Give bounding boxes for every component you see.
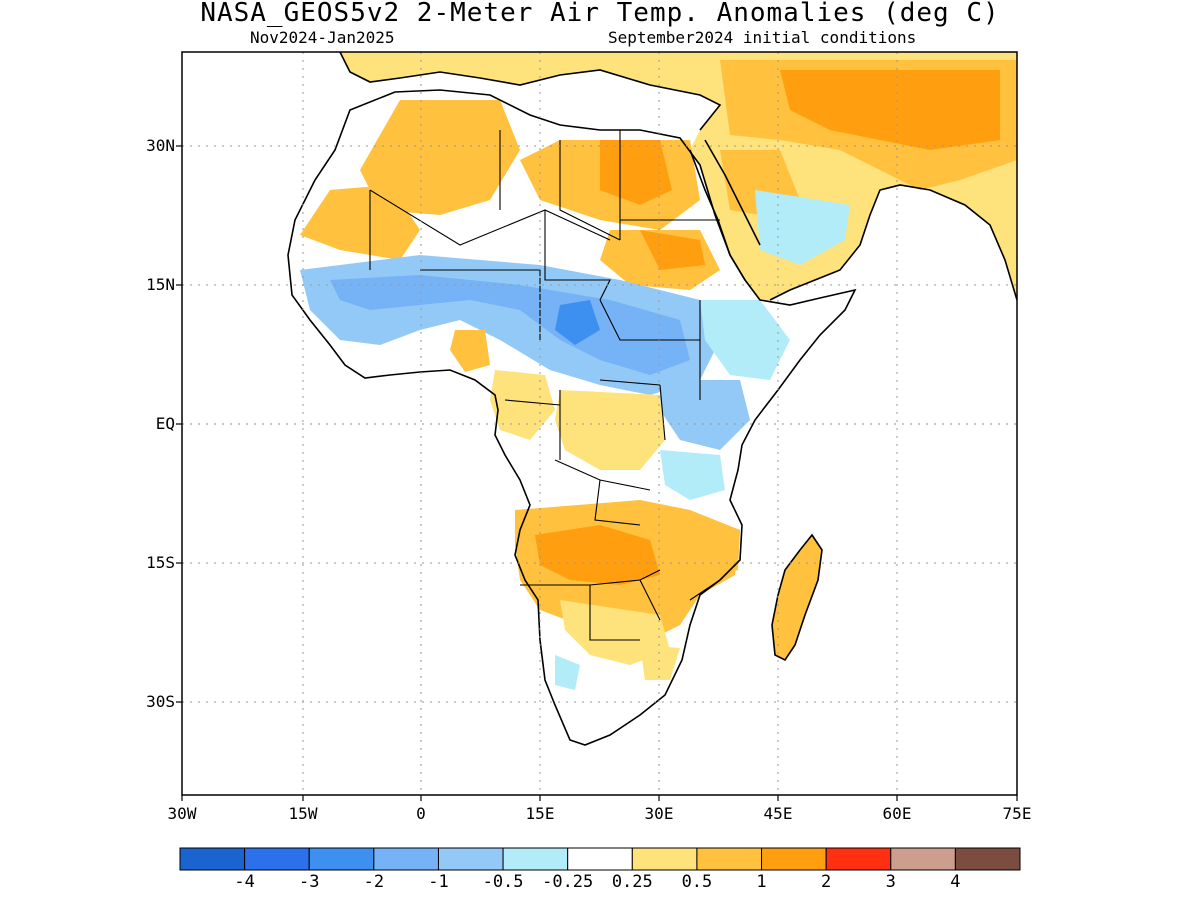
x-tick-60e: 60E xyxy=(882,804,912,823)
colorbar-swatch xyxy=(954,847,1021,871)
x-tick-30e: 30E xyxy=(644,804,674,823)
x-tick-30w: 30W xyxy=(167,804,197,823)
colorbar-swatch xyxy=(696,847,763,871)
x-tick-45e: 45E xyxy=(763,804,793,823)
x-tick-75e: 75E xyxy=(1002,804,1032,823)
colorbar-swatch xyxy=(373,847,439,871)
x-tick-0: 0 xyxy=(416,804,426,823)
colorbar-swatch xyxy=(825,847,892,871)
colorbar-label: -0.5 xyxy=(482,872,524,892)
colorbar-label: 3 xyxy=(885,872,896,892)
colorbar xyxy=(179,847,1021,871)
colorbar-label: 1 xyxy=(756,872,767,892)
colorbar-label: -0.25 xyxy=(542,872,594,892)
colorbar-swatch xyxy=(502,847,569,871)
chart-title: NASA_GEOS5v2 2-Meter Air Temp. Anomalies… xyxy=(200,0,1000,28)
colorbar-label: -4 xyxy=(234,872,255,892)
colorbar-label: 0.25 xyxy=(611,872,653,892)
initial-conditions: September2024 initial conditions xyxy=(608,28,917,47)
x-tick-15w: 15W xyxy=(288,804,318,823)
colorbar-swatch xyxy=(437,847,504,871)
colorbar-label: 4 xyxy=(950,872,961,892)
x-tick-15e: 15E xyxy=(525,804,555,823)
colorbar-label: 2 xyxy=(821,872,832,892)
colorbar-swatch xyxy=(631,847,698,871)
colorbar-swatch xyxy=(761,847,827,871)
colorbar-swatch xyxy=(179,847,246,871)
y-tick-15n: 15N xyxy=(146,275,175,294)
colorbar-swatch xyxy=(308,847,375,871)
colorbar-swatch xyxy=(890,847,956,871)
y-tick-eq: EQ xyxy=(155,414,175,433)
forecast-period: Nov2024-Jan2025 xyxy=(250,28,395,47)
colorbar-label: -1 xyxy=(428,872,449,892)
coastline-madagascar xyxy=(771,533,823,662)
colorbar-swatch xyxy=(244,847,310,871)
colorbar-label: -2 xyxy=(363,872,385,892)
land-madagascar xyxy=(772,535,822,660)
colorbar-label: 0.5 xyxy=(681,872,713,892)
coastline-eurasia xyxy=(339,52,1017,301)
coastline-africa xyxy=(287,89,857,746)
colorbar-label: -3 xyxy=(298,872,320,892)
border-lines xyxy=(369,130,721,641)
y-tick-15s: 15S xyxy=(146,553,175,572)
colorbar-swatch xyxy=(567,847,633,871)
y-tick-30s: 30S xyxy=(146,692,175,711)
y-tick-30n: 30N xyxy=(146,136,175,155)
